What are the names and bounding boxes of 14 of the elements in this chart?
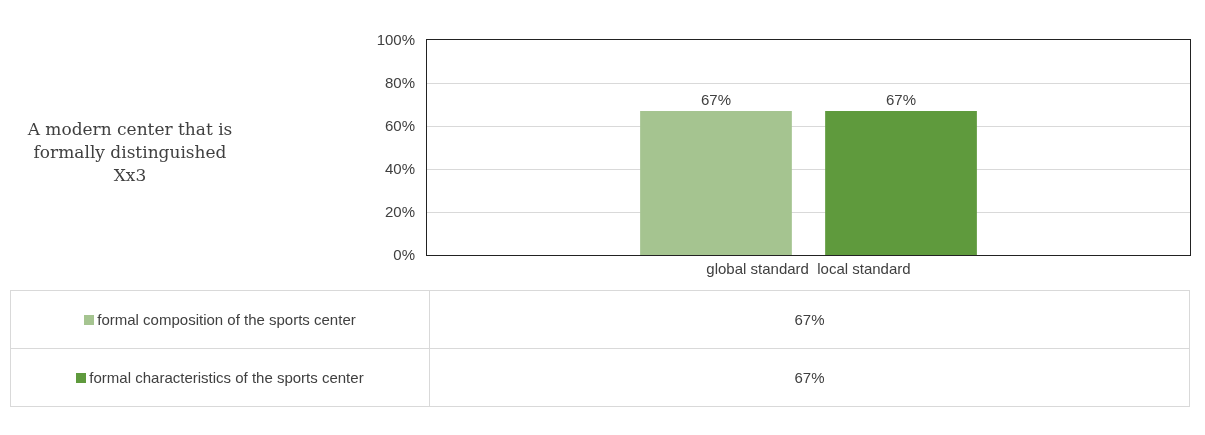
x-tick-label: global standard local standard	[706, 260, 911, 277]
text: 67%	[794, 311, 825, 328]
legend-label: formal composition of the sports center	[10, 290, 430, 349]
data-label: 67%	[886, 90, 917, 108]
y-tick-label: 80%	[384, 74, 415, 92]
text: 67%	[794, 369, 825, 386]
data-label: 67%	[700, 90, 731, 108]
legend-label: formal characteristics of the sports center	[10, 348, 430, 407]
text: A modern center that is formally distinguished Xx3	[26, 118, 234, 187]
y-tick-label: 20%	[384, 203, 415, 221]
y-tick-label: 60%	[384, 117, 415, 135]
y-tick-label: 40%	[384, 160, 415, 178]
y-tick-label: 100%	[376, 31, 415, 49]
y-tick-label: 0%	[393, 246, 415, 264]
